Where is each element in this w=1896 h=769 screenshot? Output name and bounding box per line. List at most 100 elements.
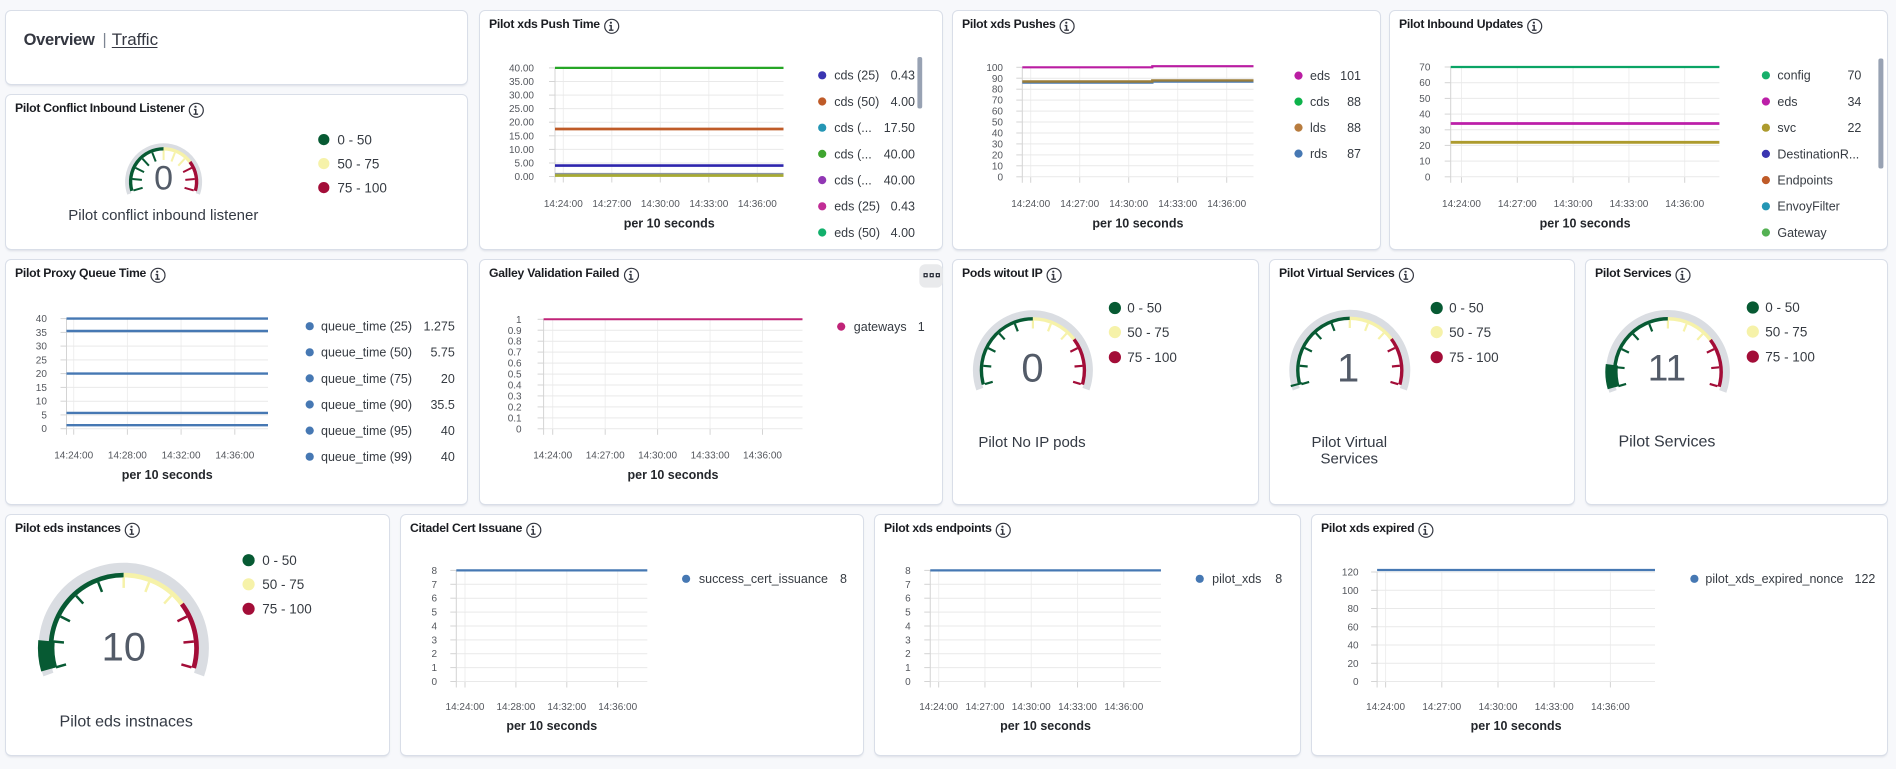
svg-text:8: 8	[432, 565, 438, 576]
svg-text:cds (...: cds (...	[834, 174, 872, 188]
svg-text:50: 50	[992, 118, 1004, 129]
svg-text:0: 0	[41, 424, 47, 435]
svg-text:90: 90	[992, 74, 1004, 85]
svg-text:14:27:00: 14:27:00	[1497, 199, 1536, 210]
svg-text:14:33:00: 14:33:00	[1158, 199, 1197, 210]
svg-text:1: 1	[1336, 347, 1358, 391]
svg-text:8: 8	[1275, 572, 1282, 586]
svg-text:87: 87	[1347, 147, 1361, 161]
svg-text:queue_time (50): queue_time (50)	[321, 346, 412, 360]
svg-text:0.43: 0.43	[891, 69, 915, 83]
svg-text:60: 60	[1347, 622, 1359, 633]
svg-text:14:30:00: 14:30:00	[1012, 702, 1051, 713]
svg-text:cds (...: cds (...	[834, 121, 872, 135]
svg-text:10.00: 10.00	[509, 145, 534, 156]
svg-text:14:36:00: 14:36:00	[743, 451, 782, 462]
svg-text:14:27:00: 14:27:00	[965, 702, 1004, 713]
svg-text:0.43: 0.43	[891, 200, 915, 214]
svg-text:100: 100	[986, 63, 1003, 74]
svg-text:14:30:00: 14:30:00	[1109, 199, 1148, 210]
svg-text:pilot_xds_expired_nonce: pilot_xds_expired_nonce	[1705, 572, 1843, 586]
svg-text:50 - 75: 50 - 75	[1765, 324, 1807, 339]
svg-text:30.00: 30.00	[509, 91, 534, 102]
svg-text:4: 4	[905, 621, 911, 632]
svg-text:10: 10	[1419, 157, 1431, 168]
svg-text:14:24:00: 14:24:00	[446, 702, 485, 713]
svg-text:50 - 75: 50 - 75	[262, 577, 304, 592]
svg-text:14:28:00: 14:28:00	[108, 451, 147, 462]
svg-text:3: 3	[432, 635, 438, 646]
svg-text:14:33:00: 14:33:00	[1534, 702, 1573, 713]
svg-text:0.1: 0.1	[508, 413, 522, 424]
svg-text:0 - 50: 0 - 50	[1449, 301, 1484, 316]
svg-text:14:27:00: 14:27:00	[586, 451, 625, 462]
svg-text:Pilot Virtual Services: Pilot Virtual Services	[1279, 266, 1395, 280]
svg-text:0: 0	[1424, 172, 1430, 183]
svg-text:75 - 100: 75 - 100	[1449, 350, 1499, 365]
svg-text:0: 0	[432, 677, 438, 688]
svg-text:cds (...: cds (...	[834, 147, 872, 161]
svg-text:50 - 75: 50 - 75	[337, 156, 379, 171]
svg-text:pilot_xds: pilot_xds	[1212, 572, 1261, 586]
svg-text:20: 20	[441, 372, 455, 386]
svg-text:75 - 100: 75 - 100	[337, 180, 387, 195]
svg-text:1: 1	[905, 663, 911, 674]
svg-text:0.9: 0.9	[508, 326, 522, 337]
svg-text:Citadel Cert Issuane: Citadel Cert Issuane	[410, 520, 523, 534]
svg-text:5: 5	[432, 607, 438, 618]
svg-text:Endpoints: Endpoints	[1777, 173, 1833, 187]
svg-text:14:33:00: 14:33:00	[691, 451, 730, 462]
svg-text:40.00: 40.00	[884, 174, 915, 188]
svg-text:7: 7	[905, 579, 911, 590]
svg-text:20: 20	[992, 150, 1004, 161]
svg-text:0: 0	[516, 424, 522, 435]
svg-text:Pilot eds instnaces: Pilot eds instnaces	[60, 713, 193, 730]
svg-text:per 10 seconds: per 10 seconds	[624, 216, 715, 230]
svg-text:0 - 50: 0 - 50	[1127, 301, 1162, 316]
svg-text:40: 40	[36, 314, 48, 325]
svg-text:eds: eds	[1777, 95, 1797, 109]
svg-text:40: 40	[441, 424, 455, 438]
svg-text:14:30:00: 14:30:00	[1553, 199, 1592, 210]
svg-text:14:30:00: 14:30:00	[1478, 702, 1517, 713]
svg-text:per 10 seconds: per 10 seconds	[1539, 216, 1630, 230]
svg-text:14:24:00: 14:24:00	[1011, 199, 1050, 210]
svg-text:40: 40	[1347, 640, 1359, 651]
svg-text:5: 5	[905, 607, 911, 618]
svg-text:30: 30	[36, 342, 48, 353]
svg-text:4.00: 4.00	[891, 226, 915, 240]
svg-text:14:33:00: 14:33:00	[1058, 702, 1097, 713]
svg-text:cds (50): cds (50)	[834, 95, 879, 109]
svg-text:20.00: 20.00	[509, 118, 534, 129]
svg-text:14:30:00: 14:30:00	[641, 199, 680, 210]
svg-text:14:27:00: 14:27:00	[592, 199, 631, 210]
svg-text:svc: svc	[1777, 121, 1796, 135]
svg-text:0 - 50: 0 - 50	[337, 132, 372, 147]
svg-text:0 - 50: 0 - 50	[262, 552, 296, 567]
svg-text:14:24:00: 14:24:00	[54, 451, 93, 462]
svg-text:22: 22	[1847, 121, 1861, 135]
svg-text:5: 5	[41, 410, 47, 421]
svg-text:EnvoyFilter: EnvoyFilter	[1777, 200, 1839, 214]
svg-text:14:24:00: 14:24:00	[919, 702, 958, 713]
svg-text:14:36:00: 14:36:00	[1591, 702, 1630, 713]
svg-text:queue_time (99): queue_time (99)	[321, 450, 412, 464]
svg-text:per 10 seconds: per 10 seconds	[627, 468, 718, 482]
svg-text:40: 40	[992, 129, 1004, 140]
svg-text:30: 30	[1419, 125, 1431, 136]
svg-text:101: 101	[1340, 69, 1361, 83]
svg-text:75 - 100: 75 - 100	[1765, 349, 1815, 364]
svg-text:34: 34	[1847, 95, 1861, 109]
svg-text:0: 0	[1353, 677, 1359, 688]
svg-text:Services: Services	[1320, 451, 1378, 468]
svg-text:70: 70	[1847, 69, 1861, 83]
svg-text:Traffic: Traffic	[112, 30, 159, 49]
svg-text:config: config	[1777, 69, 1810, 83]
svg-text:10: 10	[36, 397, 48, 408]
svg-text:0.8: 0.8	[508, 337, 522, 348]
svg-text:0 - 50: 0 - 50	[1765, 300, 1800, 315]
svg-text:14:33:00: 14:33:00	[1609, 199, 1648, 210]
svg-text:1: 1	[918, 320, 925, 334]
svg-text:4.00: 4.00	[891, 95, 915, 109]
svg-text:14:36:00: 14:36:00	[215, 451, 254, 462]
